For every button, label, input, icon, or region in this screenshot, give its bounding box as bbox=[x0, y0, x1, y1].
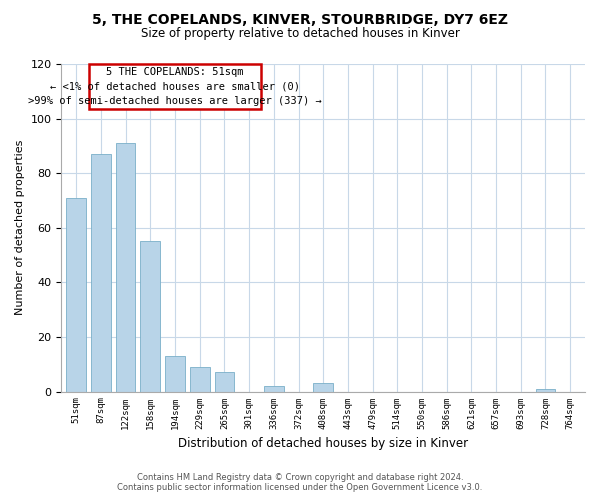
Bar bbox=[313, 384, 333, 392]
X-axis label: Distribution of detached houses by size in Kinver: Distribution of detached houses by size … bbox=[178, 437, 468, 450]
Bar bbox=[140, 242, 160, 392]
Bar bbox=[264, 386, 284, 392]
Bar bbox=[91, 154, 111, 392]
Text: 5, THE COPELANDS, KINVER, STOURBRIDGE, DY7 6EZ: 5, THE COPELANDS, KINVER, STOURBRIDGE, D… bbox=[92, 12, 508, 26]
Text: Size of property relative to detached houses in Kinver: Size of property relative to detached ho… bbox=[140, 28, 460, 40]
FancyBboxPatch shape bbox=[89, 64, 262, 109]
Text: 5 THE COPELANDS: 51sqm
← <1% of detached houses are smaller (0)
>99% of semi-det: 5 THE COPELANDS: 51sqm ← <1% of detached… bbox=[28, 67, 322, 106]
Text: Contains HM Land Registry data © Crown copyright and database right 2024.
Contai: Contains HM Land Registry data © Crown c… bbox=[118, 473, 482, 492]
Bar bbox=[190, 367, 209, 392]
Bar bbox=[116, 143, 136, 392]
Bar bbox=[536, 389, 556, 392]
Bar bbox=[165, 356, 185, 392]
Y-axis label: Number of detached properties: Number of detached properties bbox=[15, 140, 25, 316]
Bar bbox=[215, 372, 234, 392]
Bar bbox=[67, 198, 86, 392]
